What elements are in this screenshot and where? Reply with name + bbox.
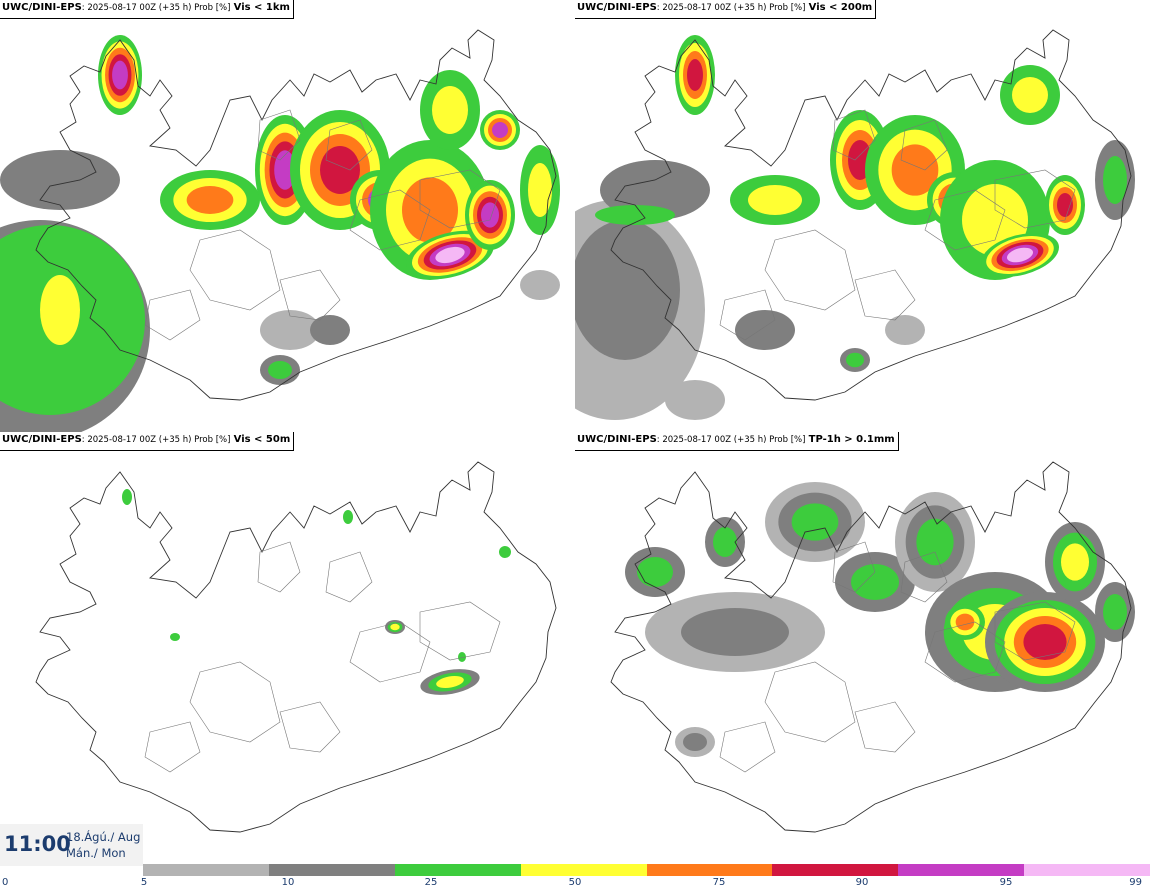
valid-time: 11:00	[4, 832, 71, 856]
probability-area	[600, 160, 710, 220]
probability-area	[260, 310, 320, 350]
colorbar-tick-label: 25	[424, 877, 438, 888]
colorbar-segment	[646, 864, 773, 876]
coastline-and-borders	[610, 461, 1132, 833]
probability-area	[432, 86, 468, 134]
valid-date: 18.Ágú./ Aug	[66, 830, 141, 844]
probability-area	[1057, 193, 1073, 217]
iceland-map	[0, 29, 560, 432]
probability-area	[1023, 624, 1067, 660]
probability-area	[1007, 247, 1033, 263]
probability-area	[1061, 543, 1089, 581]
probability-area	[458, 652, 466, 662]
probability-area	[687, 59, 703, 91]
probability-area	[390, 623, 400, 631]
probability-area	[683, 733, 707, 751]
colorbar-segment	[143, 864, 269, 876]
colorbar-tick-label: 5	[140, 877, 148, 888]
panel-title: UWC/DINI-EPS: 2025-08-17 00Z (+35 h) Pro…	[575, 432, 899, 451]
colorbar-tick-label: 90	[855, 877, 869, 888]
colorbar-segment	[394, 864, 521, 876]
probability-area	[499, 546, 511, 558]
iceland-map	[610, 461, 1135, 833]
colorbar-tick-label: 75	[712, 877, 726, 888]
probability-area	[916, 518, 954, 566]
probability-area	[575, 220, 680, 360]
panel-title: UWC/DINI-EPS: 2025-08-17 00Z (+35 h) Pro…	[575, 0, 877, 19]
probability-area	[791, 503, 839, 541]
probability-area	[665, 380, 725, 420]
colorbar-segment	[268, 864, 395, 876]
probability-area	[528, 163, 552, 217]
probability-area	[1012, 77, 1048, 113]
probability-area	[481, 202, 499, 228]
probability-area	[122, 489, 132, 505]
probability-area	[320, 146, 360, 194]
probability-colorbar	[143, 864, 1150, 876]
probability-area	[735, 310, 795, 350]
panel-title: UWC/DINI-EPS: 2025-08-17 00Z (+35 h) Pro…	[0, 432, 295, 451]
colorbar-segment	[1024, 864, 1150, 876]
probability-area	[1103, 156, 1127, 204]
probability-area	[268, 361, 292, 379]
probability-area	[637, 557, 673, 587]
probability-area	[713, 527, 737, 557]
coastline-and-borders	[610, 29, 1132, 401]
iceland-map	[575, 29, 1135, 420]
probability-area	[891, 144, 939, 196]
iceland-map	[35, 461, 557, 833]
probability-area	[681, 608, 789, 656]
panel-title: UWC/DINI-EPS: 2025-08-17 00Z (+35 h) Pro…	[0, 0, 294, 19]
valid-weekday: Mán./ Mon	[66, 846, 126, 860]
colorbar-tick-label: 99	[1129, 877, 1142, 888]
map-panel-vis-1km: UWC/DINI-EPS: 2025-08-17 00Z (+35 h) Pro…	[0, 0, 575, 432]
map-panel-vis-50m: UWC/DINI-EPS: 2025-08-17 00Z (+35 h) Pro…	[0, 432, 575, 864]
probability-area	[170, 633, 180, 641]
probability-area	[40, 275, 80, 345]
probability-area	[343, 510, 353, 524]
probability-area	[310, 315, 350, 345]
colorbar-tick-label: 95	[999, 877, 1013, 888]
valid-time-box: 11:00 18.Ágú./ Aug Mán./ Mon	[0, 824, 143, 866]
probability-area	[0, 150, 120, 210]
probability-area	[436, 675, 464, 689]
colorbar-tick-label: 10	[281, 877, 295, 888]
probability-area	[955, 613, 975, 631]
probability-area	[851, 564, 899, 600]
colorbar-tick-label: 50	[568, 877, 582, 888]
colorbar-segment	[772, 864, 899, 876]
probability-area	[112, 60, 128, 90]
colorbar-tick-label: 0	[2, 877, 9, 888]
probability-area	[885, 315, 925, 345]
probability-area	[492, 122, 508, 138]
map-panel-precip-1h: UWC/DINI-EPS: 2025-08-17 00Z (+35 h) Pro…	[575, 432, 1150, 864]
probability-area	[435, 246, 465, 264]
map-panel-vis-200m: UWC/DINI-EPS: 2025-08-17 00Z (+35 h) Pro…	[575, 0, 1150, 432]
probability-area	[595, 205, 675, 225]
colorbar-segment	[898, 864, 1025, 876]
probability-area	[748, 185, 802, 215]
probability-area	[1103, 594, 1127, 630]
probability-area	[846, 352, 864, 368]
colorbar-segment	[520, 864, 647, 876]
coastline-and-borders	[35, 29, 557, 401]
probability-area	[520, 270, 560, 300]
coastline-and-borders	[35, 461, 557, 833]
probability-area	[186, 186, 234, 214]
